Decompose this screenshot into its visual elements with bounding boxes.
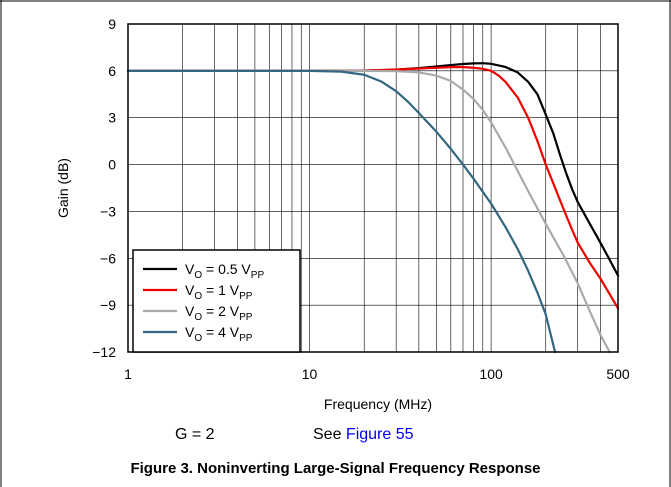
see-note: See Figure 55 <box>313 426 414 444</box>
legend-label-1: VO = 0.5 VPP <box>185 261 264 281</box>
tick-labels: −12 −9 −6 −3 0 3 6 9 1 10 100 500 <box>92 16 630 382</box>
y-tick-label: −3 <box>100 203 116 219</box>
y-tick-label: −12 <box>92 344 116 360</box>
y-tick-label: 6 <box>108 63 116 79</box>
figure-caption: Figure 3. Noninverting Large-Signal Freq… <box>130 460 541 477</box>
x-tick-label: 500 <box>606 366 630 382</box>
y-axis-title: Gain (dB) <box>55 158 71 218</box>
series-line-1 <box>126 62 620 277</box>
y-tick-label: −6 <box>100 250 116 266</box>
x-tick-label: 10 <box>302 366 318 382</box>
series-line-4 <box>126 69 557 354</box>
x-tick-label: 1 <box>124 366 132 382</box>
legend-label-2: VO = 1 VPP <box>185 282 253 302</box>
legend-box <box>132 249 301 353</box>
y-tick-label: 9 <box>108 16 116 32</box>
x-tick-label: 100 <box>479 366 503 382</box>
plot-border <box>127 23 619 353</box>
y-tick-label: 0 <box>108 157 116 173</box>
series-line-2 <box>126 66 620 310</box>
y-tick-label: 3 <box>108 110 116 126</box>
x-axis-title: Frequency (MHz) <box>324 396 432 412</box>
series-line-3 <box>126 69 611 354</box>
series-lines <box>126 62 620 354</box>
grid <box>128 24 618 352</box>
y-tick-label: −9 <box>100 297 116 313</box>
legend-label-4: VO = 4 VPP <box>185 324 253 344</box>
legend-label-3: VO = 2 VPP <box>185 303 253 323</box>
see-text: See <box>313 426 346 443</box>
figure-55-link[interactable]: Figure 55 <box>345 426 414 443</box>
gain-note: G = 2 <box>175 426 215 443</box>
